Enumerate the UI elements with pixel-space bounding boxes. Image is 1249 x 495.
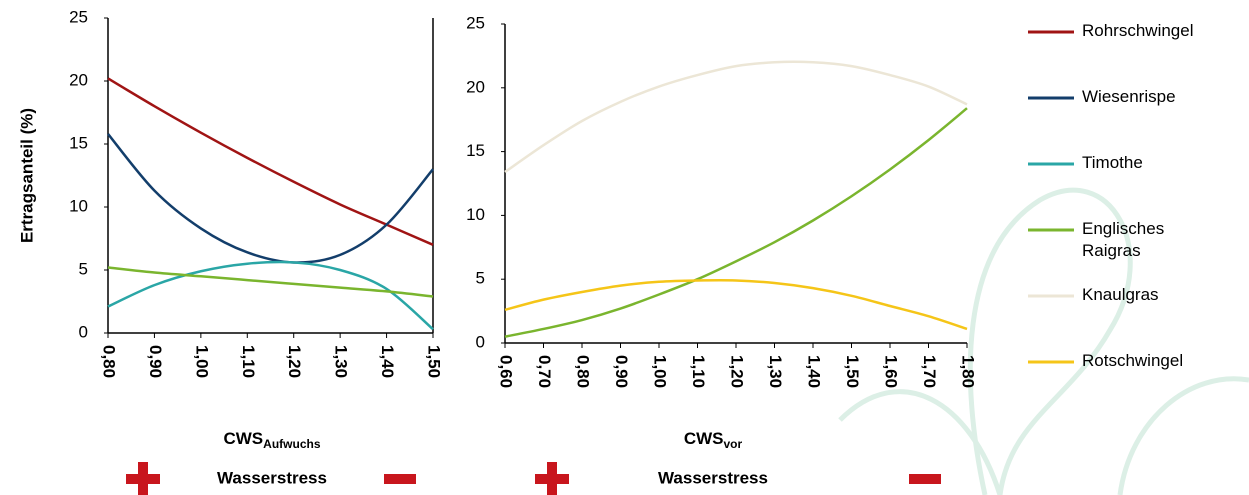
legend-label: Rohrschwingel (1082, 20, 1202, 42)
y-tick-label: 10 (69, 196, 88, 215)
x-axis-label: CWSvor (684, 429, 743, 451)
y-axis-label: Ertragsanteil (%) (17, 108, 36, 243)
minus-icon (384, 474, 416, 484)
x-axis-label-main: CWS (223, 429, 263, 448)
y-tick-label: 15 (466, 141, 485, 160)
x-tick-label: 0,70 (535, 355, 554, 388)
x-tick-label: 1,50 (425, 345, 444, 378)
legend-label: Timothe (1082, 152, 1202, 174)
chart: 0 5 10 15 20 25 0,80 0,90 1,00 1,10 1,20 1,30 1,40 1,… (0, 0, 1249, 495)
series-line (108, 267, 433, 296)
x-tick-label: 0,60 (497, 355, 516, 388)
x-tick-label: 1,20 (728, 355, 747, 388)
y-tick-label: 15 (69, 133, 88, 152)
legend-entry: Knaulgras (1082, 284, 1242, 334)
plus-icon (535, 462, 569, 495)
series-line (505, 62, 967, 172)
y-tick-label: 5 (79, 259, 88, 278)
x-axis-label: CWSAufwuchs (223, 429, 320, 451)
legend-entry: Wiesenrispe (1082, 86, 1242, 136)
x-tick-label: 0,90 (146, 345, 165, 378)
series-line (108, 78, 433, 244)
series-line (505, 108, 967, 336)
legend-entry: Rotschwingel (1082, 350, 1242, 400)
legend-label: Wiesenrispe (1082, 86, 1202, 108)
x-tick-label: 1,40 (805, 355, 824, 388)
x-tick-label: 1,70 (920, 355, 939, 388)
y-tick-label: 25 (466, 13, 485, 32)
x-tick-label: 1,30 (332, 345, 351, 378)
legend-label: Rotschwingel (1082, 350, 1202, 372)
x-axis-label-sub: vor (723, 437, 742, 451)
legend-entry: Timothe (1082, 152, 1242, 202)
annotation: Wasserstress (217, 468, 327, 487)
legend-entry: Englisches Raigras (1082, 218, 1242, 268)
y-tick-label: 20 (466, 77, 485, 96)
x-tick-label: 1,50 (843, 355, 862, 388)
x-tick-label: 1,40 (378, 345, 397, 378)
x-tick-label: 0,80 (100, 345, 119, 378)
x-tick-label: 1,80 (959, 355, 978, 388)
x-tick-label: 1,10 (239, 345, 258, 378)
legend-label: Englisches Raigras (1082, 218, 1202, 262)
x-tick-label: 1,00 (192, 345, 211, 378)
x-tick-label: 0,90 (612, 355, 631, 388)
x-axis-label-main: CWS (684, 429, 724, 448)
x-tick-label: 1,20 (285, 345, 304, 378)
y-tick-label: 20 (69, 70, 88, 89)
x-tick-label: 1,10 (689, 355, 708, 388)
y-tick-label: 10 (466, 205, 485, 224)
plus-icon (126, 462, 160, 495)
annotation: Wasserstress (658, 468, 768, 487)
minus-icon (909, 474, 941, 484)
y-tick-label: 25 (69, 7, 88, 26)
series-line (108, 134, 433, 263)
x-axis-label-sub: Aufwuchs (263, 437, 321, 451)
x-tick-label: 1,30 (766, 355, 785, 388)
legend-entry: Rohrschwingel (1082, 20, 1242, 70)
x-tick-label: 0,80 (574, 355, 593, 388)
legend-label: Knaulgras (1082, 284, 1202, 306)
y-tick-label: 0 (79, 322, 88, 341)
y-tick-label: 0 (476, 332, 485, 351)
x-tick-label: 1,00 (651, 355, 670, 388)
x-tick-label: 1,60 (882, 355, 901, 388)
y-tick-label: 5 (476, 269, 485, 288)
